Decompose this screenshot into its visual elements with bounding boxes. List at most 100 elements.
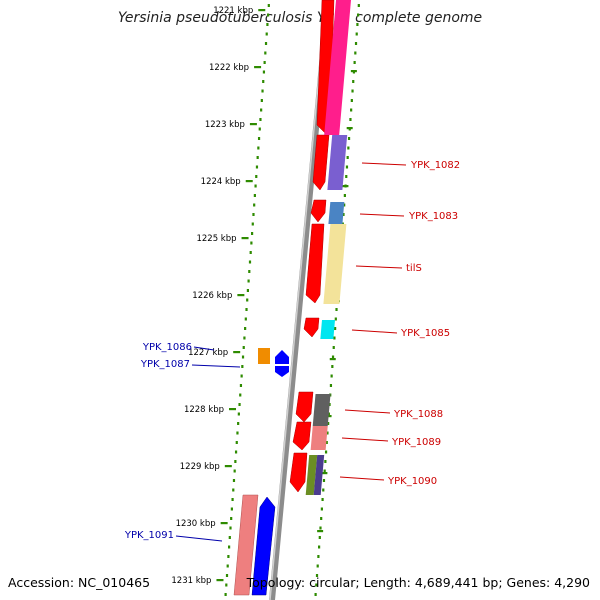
ring-dot xyxy=(354,51,357,55)
ring-tick xyxy=(321,472,328,475)
ring-dot xyxy=(357,4,360,7)
ring-dot xyxy=(253,194,256,197)
ring-dot xyxy=(247,279,250,283)
ring-dot xyxy=(233,469,236,473)
ring-dot xyxy=(325,441,328,444)
ring-dot xyxy=(267,4,270,7)
scale-label: 1222 kbp xyxy=(209,63,249,73)
ring-dot xyxy=(260,108,263,112)
ring-dot xyxy=(321,498,324,501)
scale-label: 1231 kbp xyxy=(171,576,211,586)
ring-dot xyxy=(326,431,329,435)
ring-dot xyxy=(245,308,248,311)
cds-arrow-red xyxy=(303,317,320,338)
scale-tick xyxy=(241,237,249,240)
cds-arrow-red xyxy=(305,223,325,304)
ring-dot xyxy=(262,70,266,74)
ring-dot xyxy=(226,564,229,568)
ring-dot xyxy=(323,469,326,473)
cog-bar-magenta xyxy=(324,0,351,135)
ring-dot xyxy=(225,574,229,577)
ring-dot xyxy=(237,412,240,416)
ring-dot xyxy=(345,175,348,178)
ring-dot xyxy=(250,232,254,235)
scale-label: 1226 kbp xyxy=(192,291,232,301)
ring-dot xyxy=(234,450,238,454)
ring-dot xyxy=(332,346,335,349)
gene-label: YPK_1085 xyxy=(400,328,450,339)
kbp-scale: 1221 kbp 1222 kbp 1223 kbp 1224 kbp 1225 kbp… xyxy=(171,6,266,586)
gene-leader-line xyxy=(359,213,405,217)
gene-leader-line xyxy=(193,346,215,351)
ring-dot xyxy=(334,327,337,330)
ring-tick xyxy=(346,127,353,130)
scale-label: 1228 kbp xyxy=(184,405,224,415)
ring-dot xyxy=(235,441,238,444)
ring-dot xyxy=(263,61,266,64)
ring-dot xyxy=(267,13,270,17)
cds-arrow-blue xyxy=(275,350,289,364)
ring-dot xyxy=(315,583,318,587)
ring-dot xyxy=(324,450,328,454)
gene-leader-line xyxy=(361,162,407,166)
ring-dot xyxy=(350,99,353,102)
ring-dot xyxy=(357,13,360,17)
cog-bar-olive xyxy=(305,455,318,495)
scale-tick xyxy=(237,294,245,297)
ring-dot xyxy=(224,593,227,596)
gene-label: YPK_1086 xyxy=(142,342,192,353)
ring-dot xyxy=(248,260,252,264)
ring-dot xyxy=(257,137,261,140)
ring-dot xyxy=(237,422,240,425)
cog-bar-darkpurple xyxy=(313,455,325,495)
gene-label: YPK_1082 xyxy=(410,160,460,171)
scale-label: 1221 kbp xyxy=(213,6,253,16)
cog-bar-salmon xyxy=(310,426,328,450)
ring-dot xyxy=(322,488,325,492)
scale-label: 1223 kbp xyxy=(205,120,245,130)
ring-dot xyxy=(353,61,356,64)
ring-dot xyxy=(334,317,337,321)
scale-tick xyxy=(229,408,237,411)
scale-label: 1229 kbp xyxy=(180,462,220,472)
ring-dot xyxy=(352,80,355,83)
ring-dot xyxy=(265,32,268,36)
cds-arrow-blue xyxy=(251,496,276,596)
ring-dot xyxy=(264,42,268,45)
outer-dotted-ring-left xyxy=(224,4,270,596)
ring-dot xyxy=(314,593,317,596)
scale-tick xyxy=(216,579,224,582)
ring-dot xyxy=(322,479,326,482)
ring-tick xyxy=(317,530,324,533)
ring-dot xyxy=(228,536,231,539)
ring-dot xyxy=(331,365,334,368)
ring-dot xyxy=(327,412,330,416)
scale-tick xyxy=(258,9,266,12)
gene-leader-line xyxy=(339,476,385,481)
ring-dot xyxy=(255,175,258,178)
map-title: Yersinia pseudotuberculosis YPIII, compl… xyxy=(117,10,483,26)
gene-leader-line xyxy=(191,364,241,368)
ring-dot xyxy=(239,384,243,387)
gene-label: YPK_1087 xyxy=(140,359,190,370)
cog-bar-steelblue xyxy=(328,202,345,224)
ring-dot xyxy=(227,555,230,558)
ring-tick xyxy=(350,70,357,73)
gene-leader-line xyxy=(344,409,391,414)
ring-dot xyxy=(345,165,349,169)
ring-dot xyxy=(244,327,247,330)
ring-dot xyxy=(320,517,323,520)
ring-dot xyxy=(351,89,354,93)
ring-dot xyxy=(346,156,349,159)
genome-summary-text: Topology: circular; Length: 4,689,441 bp… xyxy=(246,575,590,590)
cog-bar-khaki xyxy=(323,224,347,304)
cds-arrow-red xyxy=(292,421,312,451)
ring-dot xyxy=(342,213,345,216)
scale-label: 1224 kbp xyxy=(201,177,241,187)
cds-arrow-red xyxy=(310,199,327,223)
ring-dot xyxy=(343,203,346,207)
cog-bar-cyan xyxy=(320,320,336,339)
ring-dot xyxy=(324,460,327,463)
ring-dot xyxy=(240,374,243,378)
ring-dot xyxy=(255,165,259,169)
